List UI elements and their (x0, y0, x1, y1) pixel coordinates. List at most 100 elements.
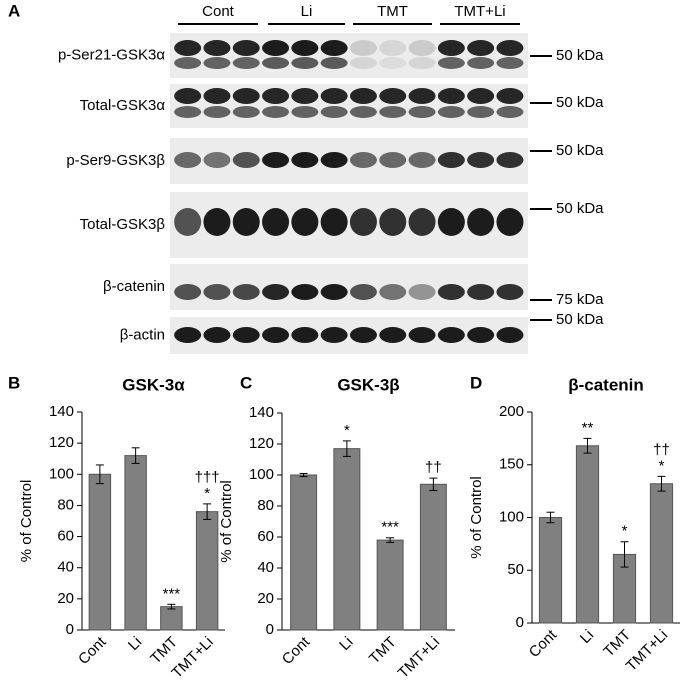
band (379, 106, 407, 118)
band (379, 208, 407, 236)
y-tick-label: 150 (499, 456, 524, 473)
bar (538, 517, 563, 624)
y-tick-label: 100 (499, 508, 524, 525)
band (408, 208, 436, 236)
band (203, 57, 231, 69)
band (174, 152, 202, 168)
band (174, 284, 202, 300)
band (437, 208, 465, 236)
band (437, 40, 465, 56)
band (203, 327, 231, 343)
band (262, 57, 290, 69)
band (467, 152, 495, 168)
band (408, 152, 436, 168)
significance: * (659, 457, 665, 474)
band (496, 208, 524, 236)
x-tick-label: Cont (526, 626, 561, 661)
y-tick-label: 80 (257, 497, 274, 514)
band (349, 284, 377, 300)
marker-label: 50 kDa (556, 94, 604, 111)
band (232, 284, 260, 300)
y-tick-label: 0 (516, 614, 524, 631)
bar (88, 473, 112, 631)
marker-label: 50 kDa (556, 142, 604, 159)
row-label: Total-GSK3β (80, 216, 166, 233)
band (291, 208, 319, 236)
y-axis-label: % of Control (218, 480, 235, 563)
y-tick-label: 120 (249, 435, 274, 452)
dagger: ††† (195, 469, 220, 486)
marker-label: 50 kDa (556, 311, 604, 328)
band (203, 208, 231, 236)
bar (195, 511, 219, 631)
blot-strip (170, 264, 528, 310)
band (232, 88, 260, 104)
band (496, 40, 524, 56)
y-tick-label: 120 (49, 434, 74, 451)
y-tick-label: 40 (57, 559, 74, 576)
band (232, 152, 260, 168)
group-label: Li (301, 3, 313, 20)
band (467, 208, 495, 236)
band (496, 284, 524, 300)
blot-strip (170, 84, 528, 128)
marker-label: 50 kDa (556, 47, 604, 64)
band (291, 57, 319, 69)
bar (376, 539, 404, 631)
band (496, 57, 524, 69)
significance: *** (163, 585, 181, 602)
band (349, 208, 377, 236)
y-tick-label: 140 (249, 404, 274, 421)
band (262, 208, 290, 236)
band (174, 88, 202, 104)
band (174, 106, 202, 118)
x-tick-label: Li (125, 634, 145, 654)
y-tick-label: 100 (49, 465, 74, 482)
row-label: p-Ser9-GSK3β (66, 152, 165, 169)
band (232, 40, 260, 56)
band (320, 152, 348, 168)
band (262, 40, 290, 56)
marker-label: 75 kDa (556, 291, 604, 308)
band (379, 88, 407, 104)
band (203, 40, 231, 56)
bar (575, 445, 600, 624)
band (174, 327, 202, 343)
band (320, 327, 348, 343)
band (291, 284, 319, 300)
band (349, 57, 377, 69)
band (320, 88, 348, 104)
marker-label: 50 kDa (556, 200, 604, 217)
group-label: TMT (377, 3, 408, 20)
band (467, 88, 495, 104)
panel-label: A (8, 1, 20, 20)
bar (124, 455, 147, 631)
band (437, 284, 465, 300)
significance: *** (381, 519, 399, 536)
x-tick-label: TMT (366, 634, 400, 668)
x-tick-label: Li (336, 634, 356, 654)
band (203, 152, 231, 168)
band (408, 40, 436, 56)
y-tick-label: 40 (257, 559, 274, 576)
band (291, 106, 319, 118)
band (232, 327, 260, 343)
band (320, 208, 348, 236)
significance: * (344, 422, 350, 439)
band (467, 40, 495, 56)
y-tick-label: 60 (57, 528, 74, 545)
y-tick-label: 100 (249, 466, 274, 483)
band (232, 57, 260, 69)
chart-title: GSK-3β (337, 375, 399, 394)
band (379, 40, 407, 56)
band (291, 88, 319, 104)
band (174, 40, 202, 56)
row-label: Total-GSK3α (80, 97, 166, 114)
y-tick-label: 0 (266, 621, 274, 638)
band (262, 284, 290, 300)
x-tick-label: TMT+Li (395, 634, 443, 682)
y-tick-label: 20 (257, 590, 274, 607)
band (437, 57, 465, 69)
